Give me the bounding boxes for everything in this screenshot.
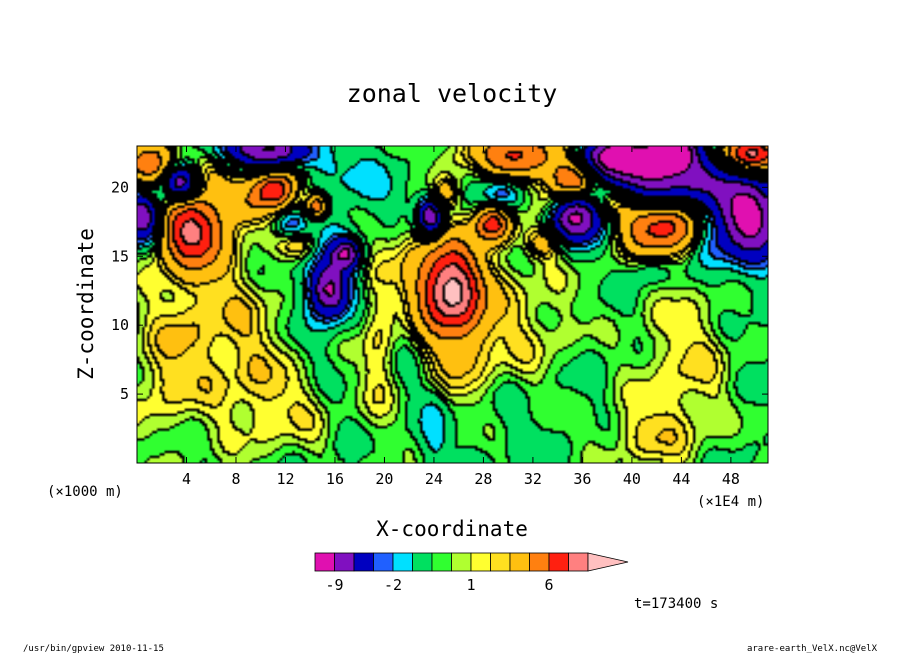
colorbar-segment — [431, 552, 452, 572]
y-tick-label: 20 — [111, 178, 129, 196]
colorbar-segment — [412, 552, 433, 572]
colorbar-segment — [373, 552, 394, 572]
y-tick-label: 10 — [111, 316, 129, 334]
colorbar-segment — [509, 552, 530, 572]
x-tick-label: 48 — [722, 470, 740, 488]
colorbar-segment — [334, 552, 355, 572]
colorbar-segment — [529, 552, 550, 572]
x-unit-label: (×1000 m) — [47, 484, 123, 500]
x-tick-label: 4 — [182, 470, 191, 488]
plot-area — [136, 145, 769, 464]
x-tick-label: 8 — [231, 470, 240, 488]
colorbar-segment — [490, 552, 511, 572]
chart-title: zonal velocity — [347, 79, 558, 108]
colorbar-segment — [568, 552, 589, 572]
x-tick-label: 20 — [375, 470, 393, 488]
colorbar-segment — [392, 552, 413, 572]
x-axis: 4 8 12 16 20 24 28 32 36 40 44 48 — [182, 146, 740, 488]
x-tick-label: 16 — [326, 470, 344, 488]
colorbar-label: 6 — [544, 576, 553, 594]
x-tick-label: 44 — [672, 470, 690, 488]
x-tick-label: 32 — [524, 470, 542, 488]
x-scale-note: (×1E4 m) — [697, 494, 764, 510]
colorbar-label: -9 — [325, 576, 343, 594]
footer-right: arare-earth_VelX.nc@VelX — [747, 644, 878, 654]
velocity-field — [137, 146, 768, 463]
time-label: t=173400 s — [634, 596, 718, 612]
y-axis-label: Z-coordinate — [74, 228, 98, 380]
colorbar-segment — [470, 552, 491, 572]
y-axis: 5 10 15 20 — [111, 178, 768, 403]
x-tick-label: 36 — [573, 470, 591, 488]
colorbar-extend-arrow — [587, 552, 629, 572]
x-tick-label: 24 — [425, 470, 443, 488]
colorbar-segment — [353, 552, 374, 572]
colorbar-segment — [548, 552, 569, 572]
plot-frame — [136, 145, 769, 464]
colorbar-segment — [314, 552, 335, 572]
x-tick-label: 28 — [474, 470, 492, 488]
footer-left: /usr/bin/gpview 2010-11-15 — [23, 644, 164, 654]
colorbar: -9 -2 1 6 — [314, 552, 629, 594]
x-tick-label: 40 — [623, 470, 641, 488]
y-tick-label: 15 — [111, 247, 129, 265]
colorbar-segment — [451, 552, 472, 572]
colorbar-label: 1 — [466, 576, 475, 594]
x-tick-label: 12 — [276, 470, 294, 488]
y-tick-label: 5 — [120, 385, 129, 403]
colorbar-label: -2 — [384, 576, 402, 594]
x-axis-label: X-coordinate — [376, 517, 528, 541]
